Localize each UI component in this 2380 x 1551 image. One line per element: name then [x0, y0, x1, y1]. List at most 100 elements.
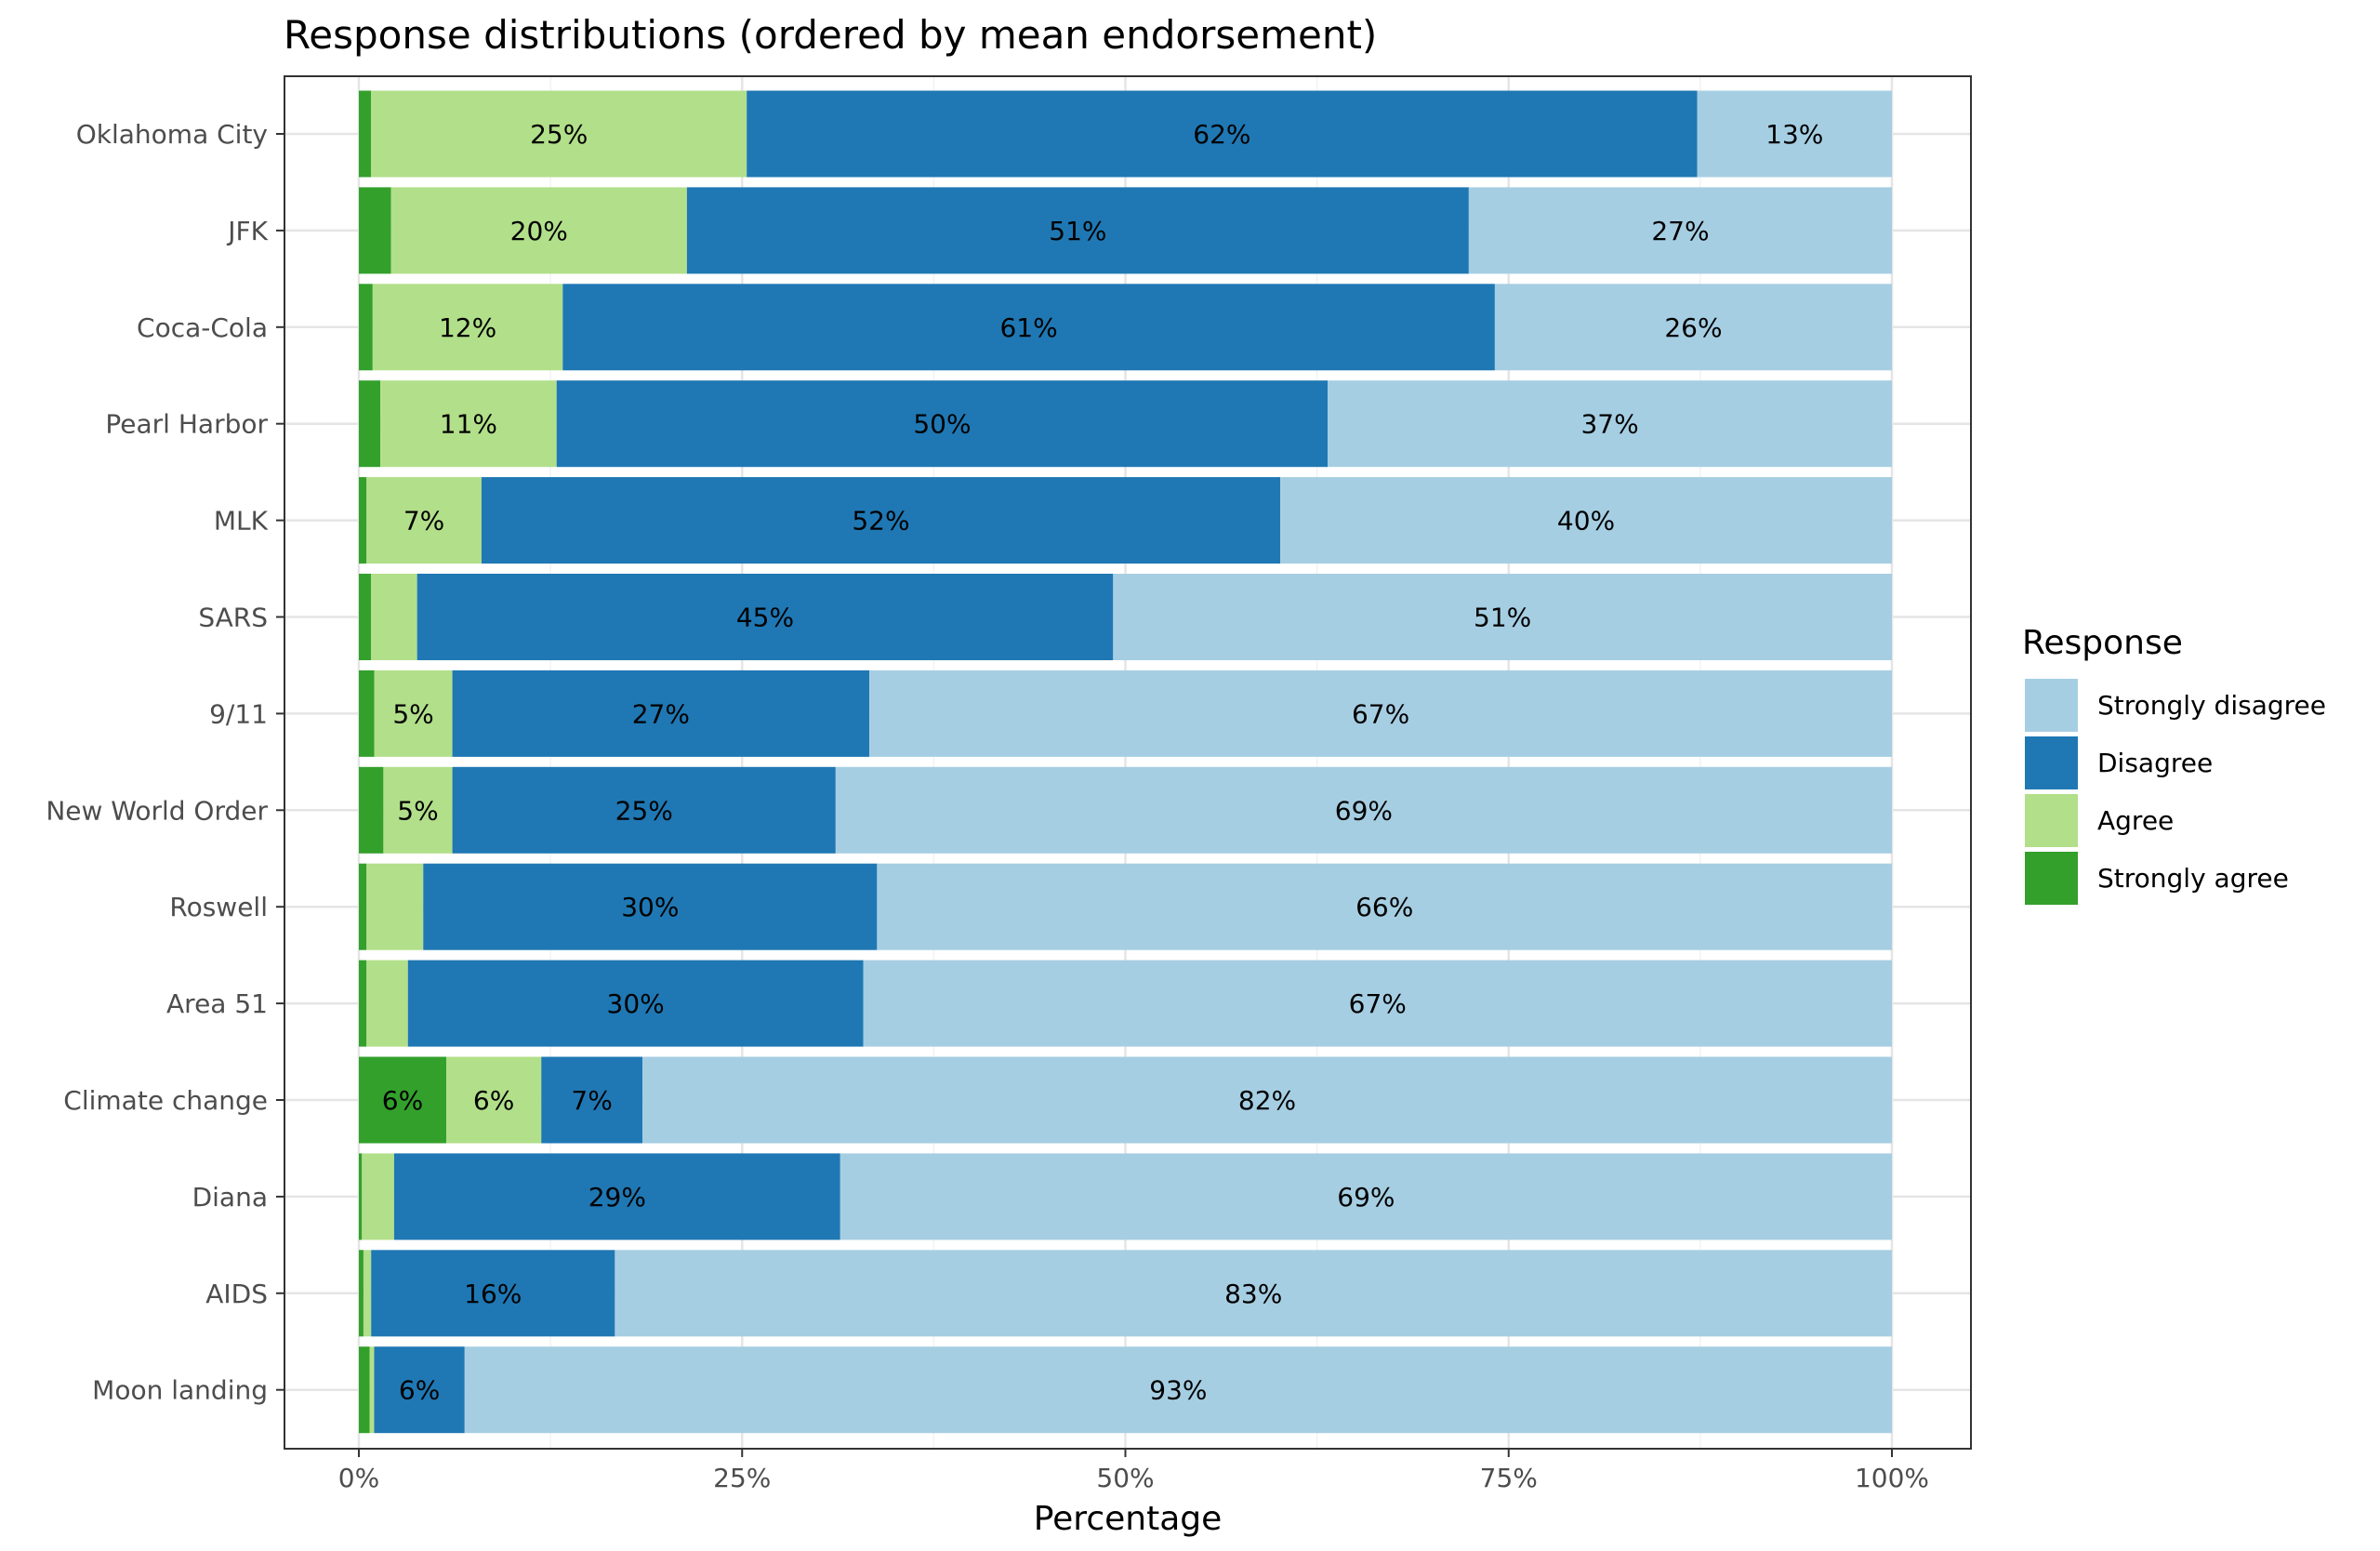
bar-labels: 25% 62% 13% 20% 51% 27% 12% 61% 26% 11% 50% 37% 7% 52… — [382, 119, 1824, 1406]
bar-agree — [369, 1346, 375, 1434]
data-label: 7% — [571, 1085, 612, 1116]
legend-swatch — [2025, 794, 2078, 847]
legend-label: Strongly disagree — [2097, 690, 2326, 721]
bar-strongly-disagree — [642, 1056, 1893, 1144]
data-label: 52% — [852, 506, 909, 537]
data-label: 67% — [1352, 698, 1409, 729]
data-label: 20% — [510, 216, 568, 246]
bar-agree — [362, 1153, 394, 1240]
x-tick-label: 100% — [1855, 1463, 1929, 1493]
bar-agree — [366, 960, 408, 1047]
y-tick-label: 9/11 — [209, 698, 268, 729]
bar-strongly-disagree — [464, 1346, 1892, 1434]
y-tick-label: Oklahoma City — [76, 119, 268, 150]
data-label: 25% — [530, 119, 588, 150]
bar-disagree — [747, 90, 1698, 178]
data-label: 11% — [440, 409, 497, 440]
bar-disagree — [686, 187, 1469, 274]
bar-strongly-disagree — [835, 766, 1892, 854]
bar-strongly-agree — [359, 380, 381, 468]
bar-agree — [371, 574, 417, 660]
bar-disagree — [452, 766, 836, 854]
bar-disagree — [481, 477, 1281, 564]
bar-disagree — [541, 1056, 643, 1144]
plot-panel-border — [284, 75, 1972, 1450]
data-label: 45% — [736, 603, 794, 633]
data-label: 61% — [999, 312, 1057, 343]
data-label: 5% — [397, 795, 438, 826]
legend-label: Strongly agree — [2097, 863, 2289, 894]
bar-strongly-disagree — [615, 1250, 1892, 1337]
data-label: 25% — [615, 795, 673, 826]
data-label: 27% — [1651, 216, 1709, 246]
y-tick-label: JFK — [226, 216, 268, 246]
x-axis-title: Percentage — [1034, 1500, 1223, 1538]
data-label: 7% — [403, 506, 444, 537]
data-label: 51% — [1474, 603, 1531, 633]
bar-strongly-agree — [359, 669, 375, 757]
data-label: 5% — [392, 698, 433, 729]
bar-strongly-disagree — [1280, 477, 1892, 564]
data-label: 6% — [382, 1085, 423, 1116]
y-tick-label: Moon landing — [92, 1375, 268, 1406]
bar-strongly-agree — [359, 574, 372, 660]
bar-agree — [366, 477, 482, 564]
data-label: 37% — [1580, 409, 1638, 440]
y-axis: Oklahoma City JFK Coca-Cola Pearl Harbor MLK… — [46, 119, 284, 1406]
x-tick-label: 75% — [1480, 1463, 1538, 1493]
data-label: 50% — [913, 409, 971, 440]
data-label: 93% — [1149, 1375, 1207, 1406]
bar-disagree — [393, 1153, 840, 1240]
bar-disagree — [371, 1250, 615, 1337]
bar-strongly-disagree — [840, 1153, 1892, 1240]
data-label: 29% — [588, 1182, 646, 1213]
y-tick-label: SARS — [198, 603, 268, 633]
bar-disagree — [452, 669, 870, 757]
bar-strongly-agree — [359, 766, 384, 854]
bar-strongly-disagree — [877, 863, 1892, 950]
data-label: 6% — [399, 1375, 440, 1406]
data-label: 6% — [473, 1085, 514, 1116]
bar-strongly-agree — [359, 284, 373, 371]
legend-title: Response — [2022, 624, 2183, 662]
bar-strongly-disagree — [869, 669, 1893, 757]
legend-swatch — [2025, 679, 2078, 732]
data-label: 69% — [1335, 795, 1393, 826]
data-label: 69% — [1337, 1182, 1395, 1213]
legend-swatch — [2025, 736, 2078, 789]
bar-strongly-agree — [359, 477, 367, 564]
bar-strongly-disagree — [1113, 574, 1892, 660]
bar-agree — [383, 766, 453, 854]
data-label: 62% — [1193, 119, 1250, 150]
bar-strongly-agree — [359, 1056, 446, 1144]
bar-strongly-disagree — [1697, 90, 1892, 178]
data-label: 26% — [1664, 312, 1722, 343]
y-tick-label: Coca-Cola — [137, 312, 268, 343]
bar-agree — [380, 380, 557, 468]
bar-strongly-agree — [359, 1153, 363, 1240]
bar-strongly-disagree — [1328, 380, 1892, 468]
bar-strongly-agree — [359, 960, 367, 1047]
bar-strongly-agree — [359, 863, 367, 950]
legend: Response Strongly disagree Disagree Agree St… — [2022, 624, 2326, 905]
data-label: 27% — [632, 698, 690, 729]
x-tick-label: 25% — [713, 1463, 771, 1493]
bar-agree — [374, 669, 453, 757]
bar-agree — [390, 187, 687, 274]
data-label: 13% — [1765, 119, 1823, 150]
y-tick-label: MLK — [214, 506, 269, 537]
y-tick-label: Pearl Harbor — [105, 409, 268, 440]
bar-strongly-disagree — [863, 960, 1892, 1047]
data-label: 82% — [1238, 1085, 1296, 1116]
bar-disagree — [423, 863, 878, 950]
bar-strongly-agree — [359, 187, 391, 274]
bar-disagree — [562, 284, 1495, 371]
bar-agree — [371, 90, 747, 178]
data-label: 66% — [1355, 892, 1413, 922]
bar-strongly-agree — [359, 1346, 370, 1434]
bar-disagree — [407, 960, 864, 1047]
x-tick-label: 50% — [1096, 1463, 1154, 1493]
bar-disagree — [416, 574, 1114, 660]
